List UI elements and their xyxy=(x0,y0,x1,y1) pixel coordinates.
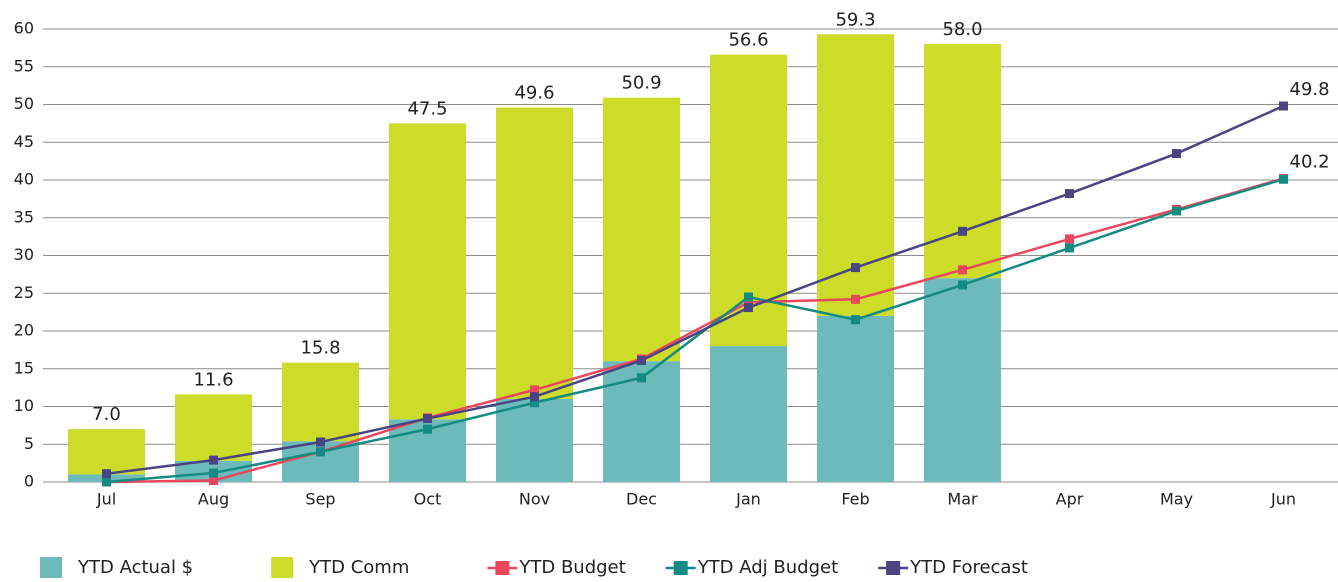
marker xyxy=(1279,174,1288,184)
x-tick-label: Nov xyxy=(519,490,550,509)
y-tick-label: 45 xyxy=(14,132,34,151)
legend-marker xyxy=(886,561,901,575)
y-tick-label: 60 xyxy=(14,19,34,38)
bar-label: 11.6 xyxy=(193,369,233,390)
marker xyxy=(1065,243,1074,253)
marker xyxy=(1065,189,1074,199)
data-label: 49.8 xyxy=(1290,79,1330,100)
bar xyxy=(710,346,787,482)
marker xyxy=(209,475,218,485)
marker xyxy=(958,280,967,290)
marker xyxy=(102,469,111,479)
x-tick-label: May xyxy=(1160,490,1193,509)
bar xyxy=(924,44,1001,279)
marker xyxy=(851,315,860,325)
bar xyxy=(496,107,573,399)
marker xyxy=(1172,206,1181,216)
y-tick-label: 0 xyxy=(24,472,34,491)
y-tick-label: 35 xyxy=(14,207,34,226)
marker xyxy=(1279,101,1288,111)
bar-label: 49.6 xyxy=(514,83,554,104)
y-tick-label: 25 xyxy=(14,283,34,302)
y-tick-label: 20 xyxy=(14,321,34,340)
legend-marker xyxy=(495,561,510,575)
x-tick-label: Dec xyxy=(626,490,657,509)
x-tick-label: Oct xyxy=(414,490,442,509)
marker xyxy=(851,263,860,273)
marker xyxy=(316,437,325,447)
bar-label: 15.8 xyxy=(300,338,340,359)
x-tick-label: Jun xyxy=(1270,490,1296,509)
x-tick-label: Feb xyxy=(841,490,869,509)
marker xyxy=(423,414,432,424)
bar xyxy=(389,123,466,420)
marker xyxy=(958,226,967,236)
legend-swatch xyxy=(271,557,294,579)
marker xyxy=(530,398,539,408)
marker xyxy=(530,385,539,395)
x-tick-label: Aug xyxy=(198,490,229,509)
line xyxy=(106,178,1284,484)
bar xyxy=(282,362,359,442)
marker xyxy=(209,468,218,478)
bar xyxy=(68,429,145,475)
legend-label: YTD Actual $ xyxy=(77,557,193,578)
marker xyxy=(958,265,967,275)
bar xyxy=(175,394,252,461)
legend-label: YTD Budget xyxy=(518,557,625,578)
x-tick-label: Jul xyxy=(96,490,116,509)
marker xyxy=(637,355,646,365)
x-tick-label: Sep xyxy=(305,490,335,509)
legend-swatch xyxy=(40,557,62,579)
y-tick-label: 10 xyxy=(14,396,34,415)
marker xyxy=(209,455,218,465)
marker xyxy=(851,294,860,304)
bar xyxy=(603,97,680,362)
bar xyxy=(817,315,894,482)
y-tick-label: 5 xyxy=(24,434,34,453)
y-tick-label: 30 xyxy=(14,245,34,264)
y-tick-label: 40 xyxy=(14,170,34,189)
marker xyxy=(744,292,753,302)
marker xyxy=(316,447,325,457)
data-label: 40.2 xyxy=(1290,151,1330,172)
bar xyxy=(924,278,1001,482)
legend-label: YTD Adj Budget xyxy=(697,557,838,578)
bar-label: 58.0 xyxy=(942,19,982,40)
legend-label: YTD Comm xyxy=(308,557,409,578)
marker xyxy=(744,303,753,313)
marker xyxy=(530,392,539,402)
y-tick-label: 55 xyxy=(14,56,34,75)
bar-label: 47.5 xyxy=(407,98,447,119)
legend-label: YTD Forecast xyxy=(909,557,1028,578)
bar-label: 56.6 xyxy=(728,30,768,51)
x-tick-label: Mar xyxy=(947,490,978,509)
line xyxy=(106,104,1285,475)
bar xyxy=(817,34,894,316)
marker xyxy=(102,477,111,487)
x-tick-label: Apr xyxy=(1056,490,1084,509)
marker xyxy=(1172,149,1181,159)
bar-label: 7.0 xyxy=(92,404,121,425)
legend-marker xyxy=(673,561,688,575)
marker xyxy=(744,297,753,307)
x-tick-label: Jan xyxy=(735,490,761,509)
marker xyxy=(423,424,432,434)
bar-label: 59.3 xyxy=(835,9,875,30)
y-tick-label: 50 xyxy=(14,94,34,113)
y-tick-label: 15 xyxy=(14,358,34,377)
bar xyxy=(496,398,573,482)
marker xyxy=(637,373,646,383)
marker xyxy=(1065,234,1074,244)
bar-label: 50.9 xyxy=(621,73,661,94)
